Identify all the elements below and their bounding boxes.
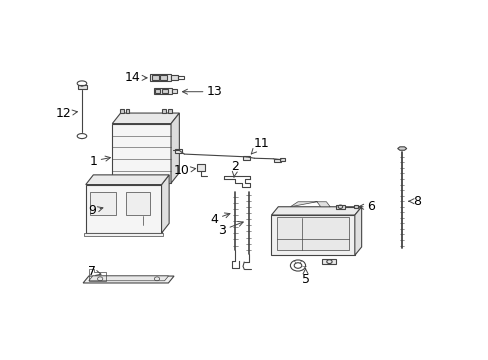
Bar — [160, 75, 166, 80]
Bar — [89, 192, 116, 215]
Text: 11: 11 — [251, 137, 268, 154]
Bar — [125, 109, 129, 113]
Polygon shape — [354, 207, 361, 255]
Polygon shape — [83, 276, 174, 283]
Text: 9: 9 — [88, 204, 102, 217]
Bar — [196, 163, 205, 171]
Polygon shape — [271, 207, 361, 215]
Bar — [243, 156, 250, 159]
Polygon shape — [112, 113, 179, 123]
Bar — [168, 109, 171, 113]
Bar — [335, 204, 345, 209]
Text: 7: 7 — [88, 265, 101, 278]
Bar — [120, 109, 123, 113]
Text: 8: 8 — [408, 195, 421, 208]
Bar — [273, 159, 280, 162]
Bar — [152, 75, 159, 80]
Bar — [155, 90, 160, 93]
Text: 14: 14 — [125, 71, 147, 84]
Polygon shape — [112, 123, 171, 183]
Bar — [277, 217, 348, 250]
Polygon shape — [321, 260, 335, 264]
Polygon shape — [89, 276, 168, 281]
Text: 5: 5 — [301, 269, 309, 286]
Bar — [353, 205, 357, 208]
Bar — [154, 89, 172, 94]
Polygon shape — [85, 185, 161, 233]
Text: 12: 12 — [56, 107, 77, 120]
Polygon shape — [171, 113, 179, 183]
Text: 6: 6 — [358, 200, 374, 213]
Polygon shape — [84, 233, 163, 237]
Polygon shape — [161, 175, 169, 233]
Text: 10: 10 — [174, 164, 195, 177]
Bar — [162, 109, 166, 113]
Bar — [175, 149, 182, 153]
Polygon shape — [271, 215, 354, 255]
Text: 2: 2 — [231, 161, 239, 177]
Polygon shape — [290, 202, 329, 207]
Bar — [171, 75, 178, 80]
Bar — [178, 76, 183, 79]
Bar — [280, 158, 284, 161]
Bar — [150, 74, 171, 81]
Text: 1: 1 — [89, 154, 110, 167]
Text: 4: 4 — [210, 213, 229, 226]
Bar — [78, 85, 86, 89]
Text: 3: 3 — [218, 221, 243, 237]
Bar — [162, 90, 167, 93]
Bar — [125, 192, 150, 215]
Polygon shape — [85, 175, 169, 185]
Bar — [172, 90, 176, 93]
Text: 13: 13 — [182, 85, 223, 98]
Polygon shape — [397, 147, 406, 150]
